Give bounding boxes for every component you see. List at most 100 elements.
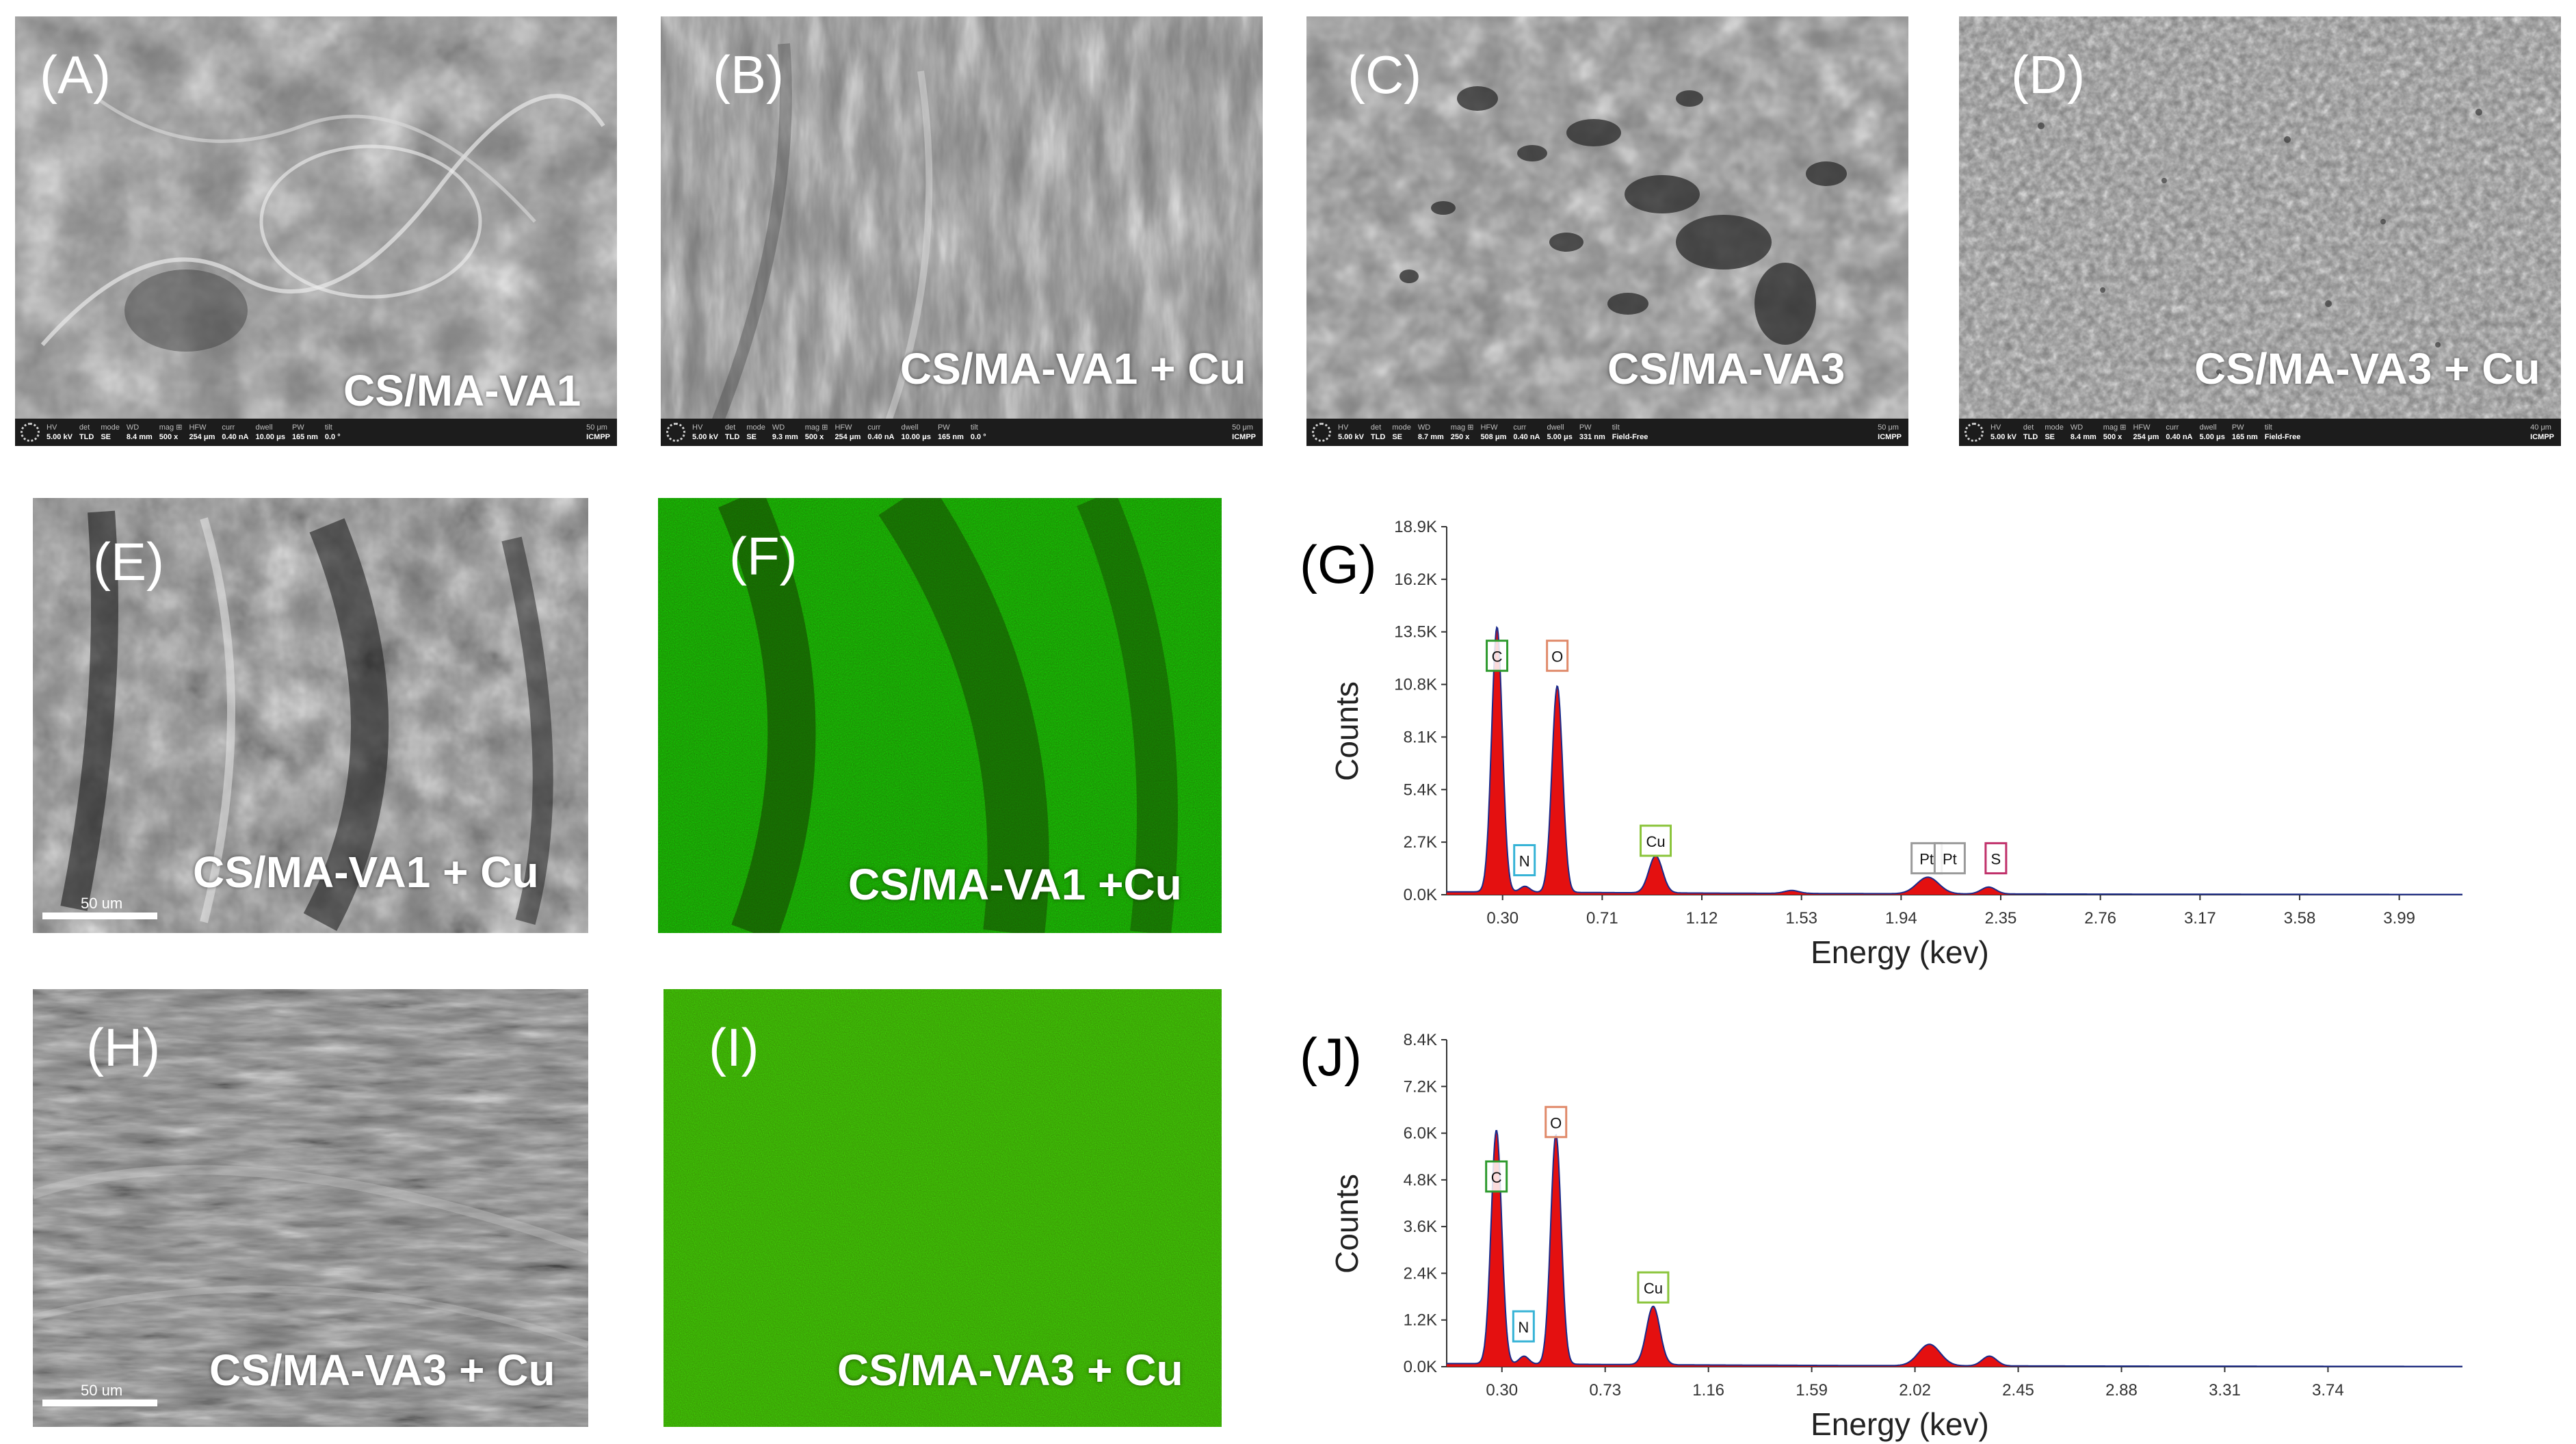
infobar-value: 0.40 nA [1513, 433, 1540, 441]
infobar-scale: 50 μm [586, 423, 607, 432]
infobar-key: HV [692, 423, 703, 432]
infobar-key: dwell [2199, 423, 2217, 432]
x-tick-label: 1.94 [1885, 909, 1917, 928]
panel-caption-c: CS/MA-VA3 [1607, 344, 1845, 393]
sem-texture-a [15, 16, 617, 446]
infobar-key: WD [1417, 423, 1431, 432]
y-tick-label: 3.6K [1404, 1218, 1437, 1236]
x-tick-label: 1.53 [1785, 909, 1817, 928]
peak-label: N [1519, 853, 1530, 870]
infobar-value: TLD [79, 433, 94, 441]
y-tick-label: 16.2K [1394, 570, 1437, 589]
y-tick-label: 13.5K [1394, 623, 1437, 642]
spectrum-area [1447, 1131, 2462, 1367]
infobar-key: dwell [901, 423, 919, 432]
infobar-key: HFW [2133, 423, 2151, 432]
panel-letter-d: (D) [2011, 44, 2086, 105]
peak-label: C [1491, 1169, 1502, 1186]
infobar-key: det [1370, 423, 1382, 432]
peak-label: Pt [1919, 851, 1934, 868]
peak-label: O [1551, 648, 1563, 666]
infobar-value: 9.3 mm [772, 433, 798, 441]
x-tick-label: 3.17 [2184, 909, 2216, 928]
x-tick-label: 2.02 [1899, 1381, 1931, 1400]
edx-map-f: (F) CS/MA-VA1 +Cu [658, 498, 1222, 933]
infobar-value: 500 x [804, 433, 824, 441]
x-tick-label: 2.45 [2002, 1381, 2034, 1400]
y-tick-label: 2.7K [1404, 833, 1437, 852]
y-tick-label: 2.4K [1404, 1264, 1437, 1283]
sem-panel-e: (E) CS/MA-VA1 + Cu 50 um [33, 498, 588, 933]
infobar-key: PW [937, 423, 950, 432]
infobar-value: Field-Free [1612, 433, 1648, 441]
infobar-value: 8.4 mm [2070, 433, 2097, 441]
panel-letter-h: (H) [86, 1017, 161, 1077]
infobar-key: PW [2231, 423, 2244, 432]
x-tick-label: 0.30 [1486, 1381, 1518, 1400]
x-tick-label: 3.31 [2209, 1381, 2241, 1400]
peak-label-box [1637, 1271, 1670, 1304]
y-tick-label: 5.4K [1404, 780, 1437, 799]
infobar-key: HFW [1480, 423, 1498, 432]
infobar-scale: 50 μm [1878, 423, 1899, 432]
infobar-key: tilt [970, 423, 978, 432]
infobar-scale: 40 μm [2530, 423, 2551, 432]
infobar-key: WD [772, 423, 785, 432]
infobar-value: SE [746, 433, 757, 441]
infobar-key: det [724, 423, 736, 432]
sem-panel-a: (A) CS/MA-VA1 HV 5.00 kV det TLD mode SE WD… [15, 16, 617, 446]
infobar-key: mode [2045, 423, 2064, 432]
panel-letter-i: (I) [709, 1017, 759, 1077]
panel-caption-i: CS/MA-VA3 + Cu [837, 1345, 1183, 1395]
microscope-logo-icon [21, 423, 40, 442]
infobar-value: SE [101, 433, 111, 441]
infobar-value: 165 nm [2231, 433, 2258, 441]
x-tick-label: 1.59 [1796, 1381, 1828, 1400]
sem-texture-c [1306, 16, 1908, 446]
infobar-key: mode [746, 423, 765, 432]
infobar-value: 500 x [159, 433, 179, 441]
peak-label-box [1486, 640, 1509, 672]
scale-bar-e [42, 913, 157, 919]
infobar-key: HV [1338, 423, 1349, 432]
infobar-key: tilt [1612, 423, 1620, 432]
peak-label-box [1546, 640, 1569, 672]
infobar-value: TLD [2023, 433, 2038, 441]
infobar-value: SE [1392, 433, 1402, 441]
x-tick-label: 3.74 [2312, 1381, 2344, 1400]
infobar-value: SE [2045, 433, 2055, 441]
infobar-value: TLD [1370, 433, 1386, 441]
infobar-key: dwell [255, 423, 273, 432]
spectrum-line [1447, 626, 2462, 895]
panel-letter-e: (E) [93, 531, 164, 592]
infobar-key: WD [2070, 423, 2084, 432]
x-tick-label: 1.16 [1692, 1381, 1724, 1400]
peak-label-box [1512, 1310, 1535, 1343]
infobar-value: 8.4 mm [126, 433, 153, 441]
chart-letter-g: (G) [1300, 534, 1377, 594]
peak-label: S [1991, 851, 2001, 868]
x-tick-label: 0.73 [1589, 1381, 1621, 1400]
infobar-lab: ICMPP [586, 433, 610, 441]
infobar-key: tilt [2264, 423, 2272, 432]
sem-texture-e [33, 498, 588, 933]
infobar-value: 331 nm [1579, 433, 1605, 441]
infobar-b: HV 5.00 kV det TLD mode SE WD 9.3 mm mag ⊞ 50… [661, 419, 1263, 446]
sem-texture-d [1959, 16, 2561, 446]
infobar-key: curr [867, 423, 881, 432]
infobar-value: 5.00 μs [2199, 433, 2225, 441]
infobar-key: HFW [834, 423, 852, 432]
infobar-value: 0.40 nA [867, 433, 895, 441]
x-tick-label: 0.30 [1486, 909, 1519, 928]
panel-letter-c: (C) [1348, 44, 1422, 105]
sem-panel-d: (D) CS/MA-VA3 + Cu HV 5.00 kV det TLD mode… [1959, 16, 2561, 446]
edx-map-texture-f [658, 498, 1222, 933]
panel-caption-e: CS/MA-VA1 + Cu [193, 848, 539, 897]
infobar-value: 5.00 kV [1990, 433, 2016, 441]
infobar-value: 165 nm [937, 433, 964, 441]
infobar-key: curr [222, 423, 235, 432]
y-tick-label: 18.9K [1394, 518, 1437, 536]
panel-caption-h: CS/MA-VA3 + Cu [209, 1345, 555, 1395]
microscope-logo-icon [1312, 423, 1331, 442]
infobar-value: 0.0 ° [970, 433, 986, 441]
